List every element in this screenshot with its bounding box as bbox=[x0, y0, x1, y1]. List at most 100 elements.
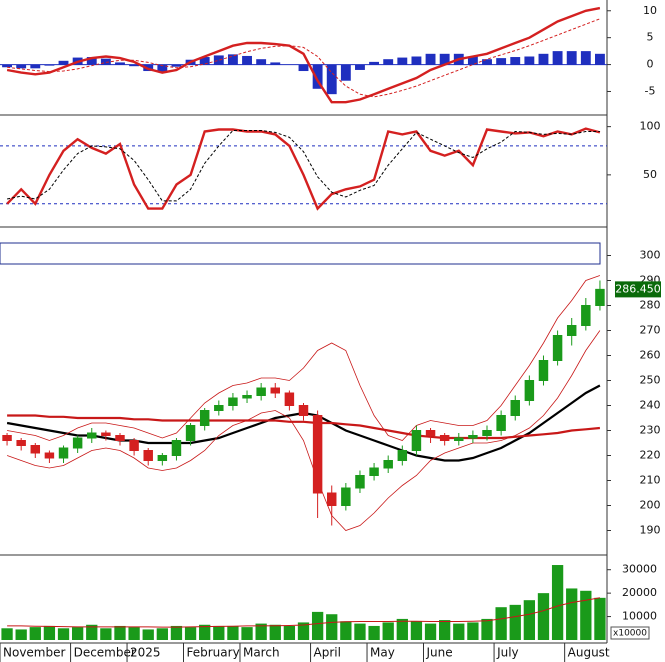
volume-bar bbox=[424, 623, 437, 640]
volume-bar bbox=[326, 614, 338, 640]
histogram-bar bbox=[326, 64, 337, 95]
volume-bar bbox=[1, 628, 13, 640]
histogram-bar bbox=[86, 57, 97, 65]
y-tick-label: 30000 bbox=[622, 563, 657, 576]
volume-bar bbox=[29, 627, 41, 640]
candle-body bbox=[566, 325, 577, 336]
histogram-bar bbox=[58, 60, 69, 65]
volume-bar bbox=[170, 625, 183, 640]
volume-bar bbox=[453, 623, 465, 640]
candle-body bbox=[581, 305, 591, 326]
y-tick-label: 220 bbox=[640, 449, 661, 462]
histogram-bar bbox=[2, 64, 12, 68]
y-tick-label: 260 bbox=[640, 349, 661, 362]
histogram-bar bbox=[496, 58, 507, 65]
x-tick-label: May bbox=[370, 646, 395, 660]
candle-body bbox=[214, 405, 224, 411]
y-tick-label: 10000 bbox=[622, 610, 657, 623]
histogram-bar bbox=[227, 54, 238, 65]
last-price-box bbox=[615, 281, 661, 298]
histogram-bar bbox=[524, 56, 535, 65]
candle-body bbox=[87, 432, 97, 439]
histogram-bar bbox=[157, 64, 168, 72]
volume-bar bbox=[114, 625, 126, 640]
line bbox=[7, 597, 600, 628]
y-tick-label: 230 bbox=[640, 424, 661, 437]
y-tick-label: 100 bbox=[640, 120, 661, 133]
x-tick-label: March bbox=[243, 646, 280, 660]
unit-label: x10000 bbox=[613, 629, 647, 639]
x-tick-label: August bbox=[568, 646, 610, 660]
candle-body bbox=[538, 360, 549, 381]
candle-body bbox=[496, 415, 506, 431]
volume-bar bbox=[100, 628, 112, 640]
candle-body bbox=[30, 445, 41, 454]
candle-body bbox=[228, 397, 238, 406]
volume-bar bbox=[57, 628, 70, 640]
line bbox=[6, 127, 601, 211]
candle-body bbox=[185, 425, 196, 441]
histogram-bar bbox=[538, 53, 549, 65]
volume-bar bbox=[255, 623, 267, 640]
volume-bar bbox=[523, 600, 536, 640]
line bbox=[7, 18, 601, 98]
volume-bar bbox=[184, 627, 197, 640]
histogram-bar bbox=[199, 57, 210, 65]
y-tick-label: 270 bbox=[640, 324, 661, 337]
price-box bbox=[0, 242, 601, 265]
volume-bar bbox=[43, 625, 56, 640]
y-tick-label: 5 bbox=[647, 31, 654, 44]
volume-bar bbox=[199, 624, 211, 640]
volume-bar bbox=[396, 618, 408, 640]
volume-bar bbox=[15, 629, 27, 640]
line bbox=[6, 130, 600, 202]
line bbox=[7, 275, 601, 441]
histogram-bar bbox=[115, 62, 125, 65]
histogram-bar bbox=[256, 59, 267, 65]
candle-body bbox=[270, 387, 281, 394]
histogram-bar bbox=[595, 53, 605, 65]
candle-body bbox=[284, 392, 295, 406]
histogram-bar bbox=[425, 53, 436, 65]
volume-bar bbox=[269, 624, 281, 640]
line bbox=[7, 414, 601, 440]
histogram-bar bbox=[298, 64, 309, 72]
x-tick-label: February bbox=[187, 646, 240, 660]
histogram-bar bbox=[510, 57, 521, 65]
volume-bar bbox=[481, 618, 493, 640]
y-tick-label: 250 bbox=[640, 374, 661, 387]
x-tick-label: July bbox=[496, 646, 519, 660]
volume-bar bbox=[566, 588, 578, 640]
candle-body bbox=[439, 435, 450, 441]
volume-bar bbox=[283, 625, 296, 640]
y-tick-label: 50 bbox=[643, 168, 657, 181]
candle-body bbox=[454, 437, 464, 441]
histogram-bar bbox=[129, 64, 140, 67]
candle-body bbox=[143, 450, 153, 461]
volume-bar bbox=[71, 627, 84, 640]
candle-body bbox=[312, 415, 323, 494]
candle-body bbox=[101, 432, 111, 436]
histogram-bar bbox=[171, 64, 182, 67]
volume-bar bbox=[156, 628, 168, 640]
histogram-bar bbox=[340, 64, 351, 81]
volume-bar bbox=[410, 621, 423, 640]
volume-bar bbox=[509, 604, 521, 640]
volume-bar bbox=[213, 625, 225, 640]
volume-bar bbox=[439, 620, 451, 640]
volume-bar bbox=[297, 622, 310, 640]
candle-body bbox=[72, 437, 83, 449]
volume-bar bbox=[382, 622, 394, 640]
histogram-bar bbox=[467, 56, 478, 65]
candle-body bbox=[341, 487, 351, 506]
volume-bar bbox=[537, 593, 550, 640]
y-tick-label: 280 bbox=[640, 299, 661, 312]
x-tick-label: December bbox=[74, 646, 136, 660]
histogram-bar bbox=[397, 57, 408, 65]
y-tick-label: 190 bbox=[640, 524, 661, 537]
histogram-bar bbox=[580, 51, 591, 65]
y-tick-label: 300 bbox=[640, 249, 661, 262]
histogram-bar bbox=[383, 59, 394, 65]
